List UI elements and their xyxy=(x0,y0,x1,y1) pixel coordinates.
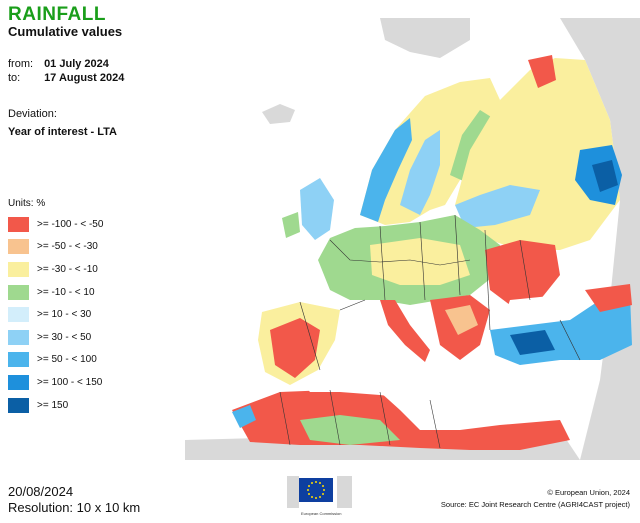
morocco-blue xyxy=(232,405,256,428)
iceland xyxy=(262,104,295,124)
norway-coast-blue xyxy=(360,118,412,222)
logo-text: European Commission xyxy=(301,511,342,516)
italy xyxy=(380,300,430,362)
legend-swatch xyxy=(8,261,29,277)
eu-flag-icon xyxy=(287,476,352,508)
legend-swatch xyxy=(8,307,29,323)
turkey-red xyxy=(585,284,632,312)
legend-item: >= 150 xyxy=(8,394,158,417)
balkans-orange xyxy=(445,305,478,335)
legend-item: >= 100 - < 150 xyxy=(8,371,158,394)
baltic-blue xyxy=(455,185,540,228)
ukraine-red xyxy=(485,240,560,305)
legend-item: >= -30 - < -10 xyxy=(8,258,158,281)
map-title: RAINFALL xyxy=(8,4,106,25)
deviation-value: Year of interest - LTA xyxy=(8,126,118,138)
legend-label: >= -30 - < -10 xyxy=(37,263,98,275)
legend-items: >= -100 - < -50 >= -50 - < -30 >= -30 - < … xyxy=(8,213,158,416)
legend-swatch xyxy=(8,216,29,232)
map-legend: Units: % >= -100 - < -50 >= -50 - < -30 >=… xyxy=(8,198,158,416)
legend-swatch xyxy=(8,284,29,300)
legend-swatch xyxy=(8,329,29,345)
legend-item: >= -100 - < -50 xyxy=(8,213,158,236)
ireland xyxy=(282,212,300,238)
legend-label: >= -50 - < -30 xyxy=(37,241,98,253)
copyright-text: © European Union, 2024 xyxy=(547,488,630,497)
legend-units: Units: % xyxy=(8,198,46,209)
legend-swatch xyxy=(8,352,29,368)
legend-item: >= -50 - < -30 xyxy=(8,236,158,259)
legend-label: >= 150 xyxy=(37,399,69,411)
mediterranean-sea xyxy=(300,362,560,405)
legend-item: >= 10 - < 30 xyxy=(8,303,158,326)
iberia-red xyxy=(270,318,320,378)
period-from: from: 01 July 2024 xyxy=(8,58,109,70)
map-subtitle: Cumulative values xyxy=(8,24,123,39)
legend-label: >= 50 - < 100 xyxy=(37,354,97,366)
legend-item: >= 30 - < 50 xyxy=(8,326,158,349)
period-from-label: from: xyxy=(8,58,34,70)
period-to: to: 17 August 2024 xyxy=(8,72,124,84)
legend-label: >= -10 - < 10 xyxy=(37,286,95,298)
period-to-value: 17 August 2024 xyxy=(44,72,125,84)
legend-swatch xyxy=(8,374,29,390)
black-sea xyxy=(505,296,570,328)
legend-label: >= 100 - < 150 xyxy=(37,376,103,388)
north-red-patch xyxy=(528,55,556,88)
european-commission-logo: European Commission xyxy=(287,476,352,518)
legend-item: >= 50 - < 100 xyxy=(8,349,158,372)
country-borders xyxy=(279,214,581,449)
legend-swatch xyxy=(8,239,29,255)
deviation-label: Deviation: xyxy=(8,108,57,120)
turkey-darkblue xyxy=(510,330,555,355)
greenland-land xyxy=(380,18,470,58)
period-to-label: to: xyxy=(8,72,21,84)
russia-darkblue-patch xyxy=(592,160,618,192)
north-africa-green xyxy=(300,415,400,445)
legend-label: >= 30 - < 50 xyxy=(37,331,92,343)
sweden-blue xyxy=(400,130,440,215)
period-from-value: 01 July 2024 xyxy=(44,58,109,70)
british-isles xyxy=(300,178,334,240)
legend-item: >= -10 - < 10 xyxy=(8,281,158,304)
legend-label: >= 10 - < 30 xyxy=(37,309,92,321)
resolution-text: Resolution: 10 x 10 km xyxy=(8,500,141,515)
source-text: Source: EC Joint Research Centre (AGRI4C… xyxy=(440,500,630,509)
legend-label: >= -100 - < -50 xyxy=(37,218,104,230)
legend-swatch xyxy=(8,397,29,413)
issue-date: 20/08/2024 xyxy=(8,484,74,499)
